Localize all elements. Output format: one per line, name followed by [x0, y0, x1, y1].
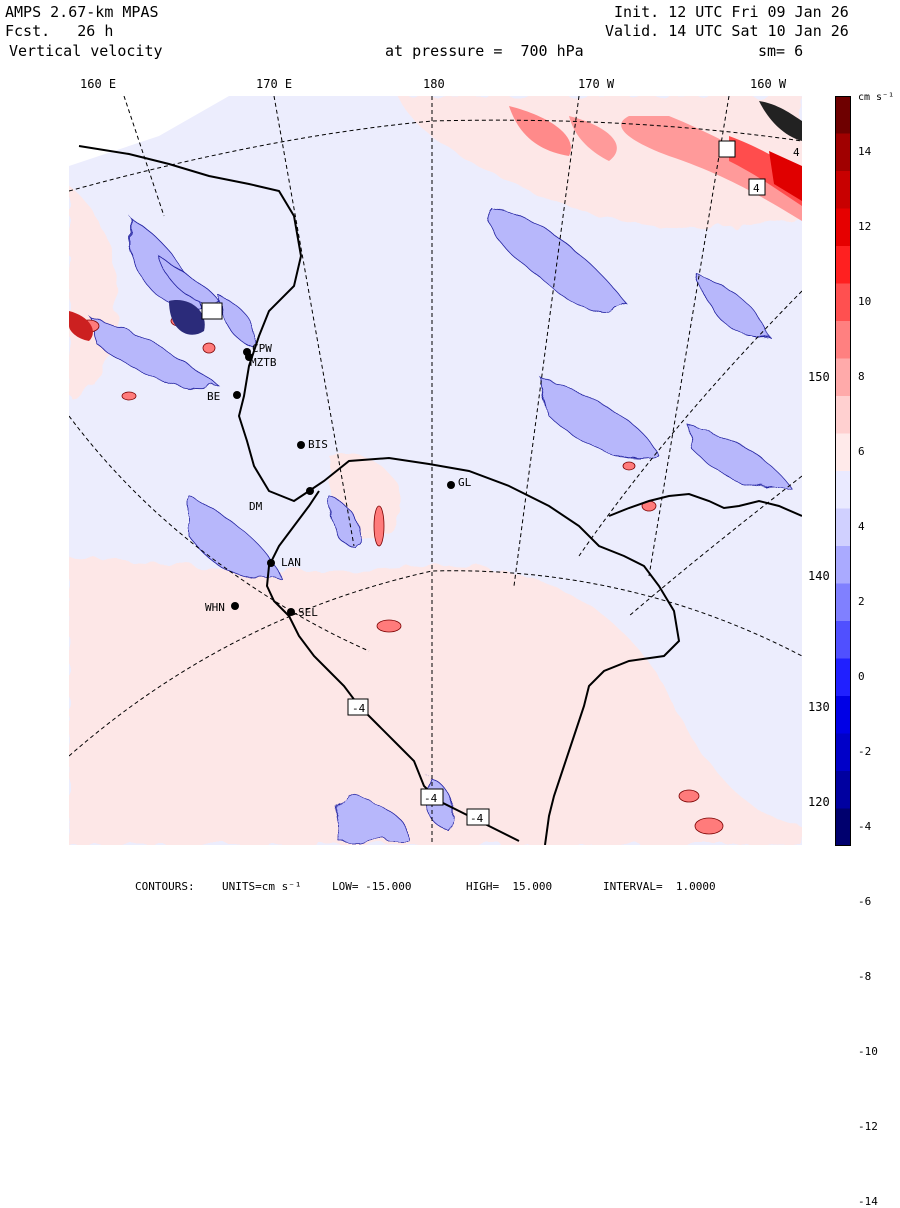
contour-box-1 [201, 302, 223, 320]
colorbar-tick-label: 6 [858, 445, 865, 459]
colorbar-segment [835, 808, 851, 846]
station-whn: WHN [205, 601, 225, 614]
colorbar-segment [835, 696, 851, 734]
lon-label-170e: 170 E [256, 77, 293, 91]
colorbar-segment [835, 283, 851, 322]
colorbar-tick-label: -10 [858, 1045, 878, 1059]
model-title: AMPS 2.67-km MPAS [5, 3, 159, 21]
colorbar-tick-label: 10 [858, 295, 872, 309]
station-mztb: MZTB [250, 356, 277, 369]
station-bis: BIS [308, 438, 328, 451]
colorbar-tick-label: 14 [858, 145, 872, 159]
colorbar [835, 96, 851, 846]
colorbar-segment [835, 658, 851, 697]
colorbar-tick-label: -12 [858, 1120, 878, 1134]
contour-box-4 [347, 698, 369, 716]
colorbar-segment [835, 96, 851, 134]
field-name: Vertical velocity [9, 42, 163, 60]
coastline [78, 145, 681, 845]
colorbar-segment [835, 546, 851, 584]
forecast-hour: Fcst. 26 h [5, 22, 114, 40]
contour-label-m4b: -4 [424, 792, 438, 805]
lon-label-160e: 160 E [80, 77, 117, 91]
colorbar-tick-label: -14 [858, 1195, 878, 1208]
colorbar-tick-label: 8 [858, 370, 865, 384]
convective-core [69, 101, 802, 341]
contour-label-m4c: -4 [470, 812, 484, 825]
colorbar-tick-label: -2 [858, 745, 872, 759]
colorbar-segment [835, 621, 851, 659]
colorbar-segment [835, 433, 851, 472]
station-lan: LAN [281, 556, 301, 569]
colorbar-segment [835, 171, 851, 209]
station-cpw: CPW [252, 342, 272, 355]
smoothing: sm= 6 [758, 42, 804, 60]
colorbar-tick-label: 4 [858, 520, 865, 534]
footer-low: LOW= -15.000 [332, 880, 412, 893]
colorbar-segment [835, 321, 851, 359]
lon-label-170w: 170 W [578, 77, 615, 91]
colorbar-tick-label: -4 [858, 820, 872, 834]
colorbar-segment [835, 208, 851, 247]
contour-box-2 [718, 140, 736, 158]
footer-high: HIGH= 15.000 [466, 880, 553, 893]
colorbar-segment [835, 508, 851, 547]
contour-box-5 [420, 788, 444, 806]
colorbar-segment [835, 471, 851, 509]
colorbar-tick-label: -6 [858, 895, 872, 909]
colorbar-tick-label: 12 [858, 220, 872, 234]
lon-label-180: 180 [423, 77, 445, 91]
coast-east [608, 492, 802, 517]
contour-label-4a: 4 [793, 146, 800, 159]
init-time: Init. 12 UTC Fri 09 Jan 26 [614, 3, 849, 21]
footer-interval: INTERVAL= 1.0000 [603, 880, 716, 893]
colorbar-segment [835, 583, 851, 622]
colorbar-segment [835, 358, 851, 397]
valid-time: Valid. 14 UTC Sat 10 Jan 26 [605, 22, 849, 40]
lon-label-160w: 160 W [750, 77, 787, 91]
vertical-velocity-map [69, 96, 802, 845]
station-sel: SEL [298, 606, 318, 619]
colorbar-tick-label: -8 [858, 970, 872, 984]
station-dm: DM [249, 500, 263, 513]
contour-box-3 [748, 178, 766, 196]
colorbar-outline [835, 96, 851, 846]
station-gl: GL [458, 476, 472, 489]
colorbar-segment [835, 133, 851, 172]
contour-label-m4a: -4 [352, 702, 366, 715]
colorbar-segment [835, 396, 851, 434]
colorbar-segment [835, 246, 851, 284]
pressure-level: at pressure = 700 hPa [385, 42, 584, 60]
station-dots [231, 348, 455, 616]
contour-label-4b: 4 [753, 182, 760, 195]
colorbar-segment [835, 733, 851, 772]
graticule [69, 96, 802, 845]
contour-box-6 [466, 808, 490, 826]
ice-shelf-edge [265, 490, 520, 842]
strong-ascent-band [509, 106, 802, 221]
colorbar-units: cm s⁻¹ [858, 92, 895, 103]
footer-units: UNITS=cm s⁻¹ [222, 880, 302, 893]
station-be: BE [207, 390, 221, 403]
colorbar-segment [835, 771, 851, 809]
colorbar-tick-label: 0 [858, 670, 865, 684]
colorbar-tick-label: 2 [858, 595, 865, 609]
descent-patches [88, 205, 790, 842]
footer-contours: CONTOURS: [135, 880, 195, 893]
